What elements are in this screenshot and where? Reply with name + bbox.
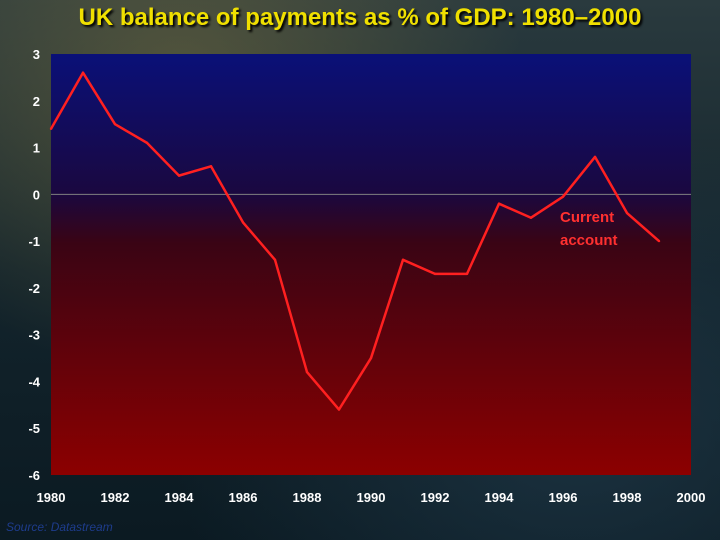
y-tick-label: -5: [28, 421, 40, 436]
y-tick-label: -3: [28, 328, 40, 343]
series-label-current: Current: [560, 209, 614, 226]
data-point: [433, 272, 437, 276]
data-point: [81, 71, 85, 74]
data-point: [561, 195, 565, 198]
data-point: [209, 165, 213, 168]
data-point: [529, 216, 533, 219]
data-point: [369, 356, 373, 360]
data-point: [465, 272, 469, 276]
y-tick-label: 0: [33, 187, 40, 202]
y-tick-label: 2: [33, 94, 40, 109]
x-tick-label: 1982: [101, 490, 130, 505]
data-point: [305, 370, 309, 374]
x-tick-label: 1996: [549, 490, 578, 505]
y-tick-label: -2: [28, 281, 40, 296]
x-tick-label: 1988: [293, 490, 322, 505]
data-point: [497, 202, 501, 205]
chart-title: UK balance of payments as % of GDP: 1980…: [78, 4, 642, 31]
data-point: [273, 258, 277, 262]
series-label-account: account: [560, 232, 618, 249]
x-tick-label: 1990: [357, 490, 386, 505]
x-tick-label: 1980: [37, 490, 66, 505]
x-tick-label: 2000: [677, 490, 706, 505]
data-point: [49, 127, 53, 131]
x-tick-label: 1986: [229, 490, 258, 505]
data-point: [113, 122, 117, 126]
source-note: Source: Datastream: [6, 520, 113, 534]
y-tick-label: 1: [33, 141, 40, 156]
data-point: [177, 174, 181, 177]
y-tick-label: -1: [28, 234, 40, 249]
data-point: [401, 258, 405, 262]
data-point: [145, 141, 149, 145]
y-tick-label: -4: [28, 374, 40, 389]
series-line-current-account: [49, 71, 660, 411]
y-tick-label: 3: [33, 47, 40, 62]
plot-area: [51, 54, 691, 475]
data-point: [625, 211, 629, 215]
data-point: [593, 155, 597, 159]
data-point: [241, 221, 245, 224]
x-tick-label: 1998: [613, 490, 642, 505]
x-tick-label: 1994: [485, 490, 515, 505]
x-tick-label: 1984: [165, 490, 195, 505]
data-point: [337, 408, 341, 411]
y-tick-label: -6: [28, 468, 40, 483]
data-point: [657, 239, 661, 243]
x-tick-label: 1992: [421, 490, 450, 505]
